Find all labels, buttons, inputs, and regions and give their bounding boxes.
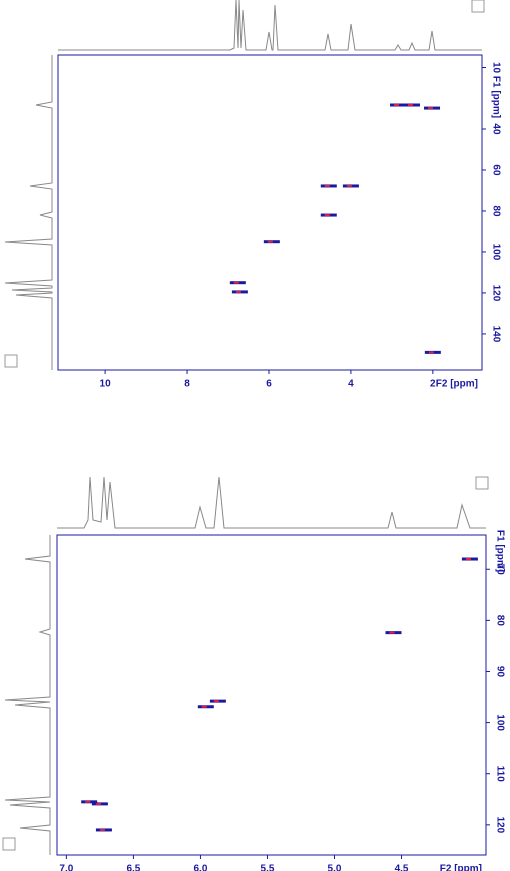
- y-tick-label: 10: [490, 62, 501, 74]
- x-tick-label: 7.0: [59, 864, 73, 871]
- x-tick-label: 5.5: [261, 864, 275, 871]
- peak-core: [465, 558, 471, 561]
- toggle-box: [471, 0, 485, 13]
- y-tick-label: 110: [494, 766, 505, 783]
- y-tick-label: 100: [490, 244, 501, 261]
- x-axis-label: F2 [ppm]: [436, 379, 478, 390]
- peak-core: [267, 240, 273, 243]
- y-axis-label: F1 [ppm]: [490, 76, 501, 118]
- plot-frame: [57, 54, 483, 371]
- y-tick-label: 120: [490, 285, 501, 302]
- x-tick-label: 6.5: [126, 864, 140, 871]
- x-tick-label: 2: [430, 379, 436, 390]
- peak-core: [235, 290, 241, 293]
- toggle-box: [2, 837, 16, 851]
- y-tick-label: 120: [494, 816, 505, 833]
- peak-core: [85, 800, 91, 803]
- x-tick-label: 6: [266, 379, 272, 390]
- y-tick-label: 140: [490, 326, 501, 343]
- x-tick-label: 10: [100, 379, 112, 390]
- x-tick-label: 8: [184, 379, 190, 390]
- toggle-box: [4, 354, 18, 368]
- projection-trace: [57, 476, 486, 529]
- peak-core: [428, 107, 434, 110]
- y-tick-label: 100: [494, 714, 505, 731]
- y-tick-label: 70: [494, 564, 505, 576]
- peak-core: [346, 184, 352, 187]
- projection-trace: [4, 55, 53, 370]
- peak-core: [213, 700, 219, 703]
- x-axis-label: F2 [ppm]: [440, 864, 482, 871]
- y-axis-label: F1 [ppm]: [494, 530, 505, 572]
- peak-core: [201, 705, 207, 708]
- y-tick-label: 80: [490, 205, 501, 217]
- peak-core: [394, 104, 400, 107]
- x-tick-label: 4.5: [395, 864, 409, 871]
- peak-core: [389, 631, 395, 634]
- y-tick-label: 80: [494, 615, 505, 627]
- peak-core: [233, 281, 239, 284]
- peak-core: [407, 104, 413, 107]
- y-tick-label: 40: [490, 123, 501, 135]
- peak-core: [99, 828, 105, 831]
- x-tick-label: 5.0: [328, 864, 342, 871]
- projection-trace: [58, 0, 482, 51]
- y-tick-label: 60: [490, 164, 501, 176]
- toggle-box: [475, 476, 489, 490]
- y-tick-label: 90: [494, 666, 505, 678]
- peak-core: [428, 351, 434, 354]
- plot-frame: [56, 534, 487, 856]
- x-tick-label: 4: [348, 379, 354, 390]
- x-tick-label: 6.0: [193, 864, 207, 871]
- peak-core: [95, 802, 101, 805]
- peak-core: [324, 214, 330, 217]
- projection-trace: [4, 535, 51, 855]
- peak-core: [324, 184, 330, 187]
